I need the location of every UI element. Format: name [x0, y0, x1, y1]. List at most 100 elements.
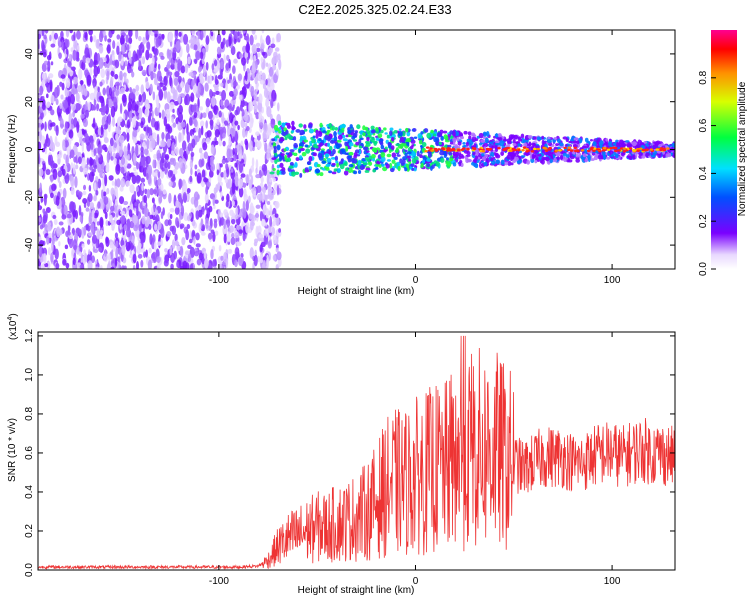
- spectrogram-noise-cell: [132, 186, 135, 191]
- spectrogram-noise-cell: [76, 121, 80, 134]
- spectrogram-noise-cell: [205, 35, 210, 46]
- spectrogram-noise-cell: [114, 232, 119, 239]
- spectrogram-band-cell: [484, 153, 488, 158]
- spectrogram-band-cell: [362, 162, 368, 166]
- spectrogram-noise-cell: [75, 189, 80, 195]
- spectrogram-noise-cell: [228, 112, 234, 124]
- spectrogram-noise-cell: [239, 103, 243, 112]
- spectrogram-noise-cell: [94, 164, 98, 170]
- spectrogram-noise-cell: [217, 182, 221, 191]
- spectrogram-noise-cell: [203, 64, 206, 77]
- spectrogram-noise-cell: [223, 53, 226, 64]
- spectrogram-noise-cell: [272, 219, 276, 227]
- spectrogram-noise-cell: [181, 237, 186, 246]
- spectrogram-band-cell: [502, 139, 508, 142]
- spectrogram-noise-cell: [126, 132, 130, 142]
- spectrogram-noise-cell: [212, 259, 217, 268]
- spectrogram-noise-cell: [148, 30, 151, 36]
- spectrogram-band-cell: [405, 139, 411, 143]
- spectrogram-noise-cell: [54, 86, 59, 99]
- spectrogram-noise-cell: [143, 205, 147, 217]
- spectrogram-noise-cell: [135, 84, 140, 92]
- spectrogram-band-cell: [449, 141, 454, 145]
- spectrogram-band-cell: [608, 140, 613, 147]
- spectrogram-noise-cell: [177, 75, 182, 83]
- spectrogram-core-cell: [447, 147, 451, 150]
- spectrogram-noise-cell: [143, 194, 148, 204]
- spectrogram-band-cell: [366, 129, 371, 135]
- spectrogram-noise-cell: [220, 69, 223, 78]
- spectrogram-noise-cell: [216, 46, 221, 55]
- spectrogram-noise-cell: [136, 206, 139, 217]
- spectrogram-band-cell: [427, 152, 432, 158]
- spectrogram-band-cell: [395, 147, 399, 153]
- spectrogram-band-cell: [559, 142, 564, 147]
- snr-xlabel: Height of straight line (km): [298, 585, 415, 596]
- spectrogram-band-cell: [440, 157, 445, 163]
- spectrogram-noise-cell: [147, 259, 153, 269]
- spectrogram-band-cell: [318, 137, 322, 142]
- spectrogram-noise-cell: [205, 98, 211, 108]
- spectrogram-band-cell: [449, 130, 454, 135]
- spectrogram-noise-cell: [92, 133, 97, 141]
- spectrogram-core-cell: [424, 150, 428, 153]
- spectrogram-noise-cell: [209, 74, 212, 85]
- spectrogram-noise-cell: [158, 196, 163, 204]
- spectrogram-band-cell: [353, 170, 358, 175]
- spectrogram-noise-cell: [90, 222, 95, 234]
- spectrogram-noise-cell: [223, 170, 227, 180]
- spectrogram-band-cell: [462, 142, 466, 145]
- colorbar: 0.0 0.2 0.4 0.6 0.8 Normalized spectral ampl…: [698, 30, 748, 276]
- spectrogram-noise-cell: [40, 263, 45, 269]
- spectrogram-band-cell: [364, 126, 369, 131]
- spectrogram-noise-cell: [168, 145, 172, 155]
- spectrogram-noise-cell: [134, 104, 139, 112]
- spectrogram-noise-cell: [219, 191, 223, 198]
- spectrogram-noise-cell: [109, 64, 113, 71]
- spectrogram-noise-cell: [62, 258, 67, 266]
- spectrogram-band-cell: [307, 123, 313, 129]
- spectrogram-noise-cell: [172, 47, 177, 54]
- spectrogram-noise-cell: [86, 239, 91, 245]
- spectrogram-noise-cell: [275, 54, 279, 63]
- spectrogram-core-cell: [613, 146, 618, 150]
- spectrogram-band-cell: [348, 151, 354, 156]
- spectrogram-band-cell: [354, 130, 358, 134]
- spectrogram-noise-cell: [227, 79, 230, 84]
- spectrogram-noise-cell: [252, 59, 255, 72]
- spectrogram-noise-cell: [148, 247, 152, 254]
- spectrogram-band-cell: [523, 142, 528, 148]
- spectrogram-band-cell: [654, 150, 658, 154]
- spectrogram-noise-cell: [255, 158, 259, 170]
- spectrogram-noise-cell: [205, 217, 209, 230]
- spectrogram-band-cell: [463, 130, 468, 135]
- spectrogram-noise-cell: [157, 63, 161, 71]
- spectrogram-noise-cell: [269, 216, 273, 228]
- spectrogram-noise-cell: [176, 245, 181, 252]
- spectrogram-noise-cell: [147, 115, 151, 124]
- spectrogram-ytick-label: 20: [24, 96, 35, 108]
- spectrogram-core-cell: [530, 150, 535, 153]
- spectrogram-band-cell: [419, 154, 423, 159]
- spectrogram-noise-cell: [156, 70, 162, 82]
- spectrogram-noise-cell: [58, 181, 62, 189]
- spectrogram-noise-cell: [154, 30, 158, 34]
- spectrogram-noise-cell: [120, 178, 126, 188]
- spectrogram-noise-cell: [258, 93, 263, 105]
- spectrogram-band-cell: [318, 142, 324, 147]
- spectrogram-noise-cell: [117, 205, 123, 212]
- spectrogram-noise-cell: [115, 240, 119, 248]
- spectrogram-noise-cell: [154, 170, 158, 178]
- spectrogram-noise-cell: [112, 40, 116, 50]
- spectrogram-noise-cell: [231, 218, 236, 225]
- spectrogram-noise-cell: [78, 228, 82, 237]
- spectrogram-noise-cell: [104, 57, 107, 62]
- spectrogram-noise-cell: [223, 252, 228, 263]
- spectrogram-xtick-label: 100: [604, 275, 621, 286]
- spectrogram-noise-cell: [241, 57, 247, 66]
- snr-scale-note: (x104): [7, 313, 19, 340]
- spectrogram-band-cell: [609, 150, 614, 155]
- spectrogram-noise-cell: [41, 72, 46, 80]
- spectrogram-noise-cell: [180, 81, 185, 89]
- spectrogram-band-cell: [489, 141, 493, 145]
